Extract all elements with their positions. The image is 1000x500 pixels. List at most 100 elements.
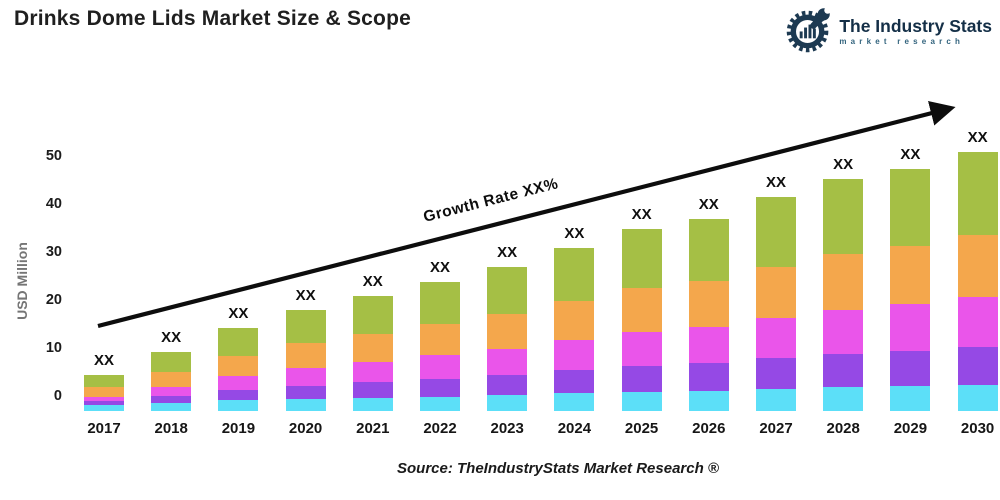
bar-2021 — [352, 296, 393, 411]
bar-segment-green — [420, 281, 460, 325]
bar-value-label: XX — [93, 351, 114, 369]
x-axis-tick-label: 2030 — [960, 420, 995, 437]
bar-segment-green — [688, 219, 729, 282]
x-axis-tick-label: 2022 — [423, 420, 457, 437]
bar-value-label: XX — [161, 328, 182, 346]
y-axis-tick-label: 50 — [45, 148, 62, 165]
y-axis-tick-label: 40 — [45, 196, 62, 213]
bar-segment-purple — [823, 353, 864, 387]
x-axis-tick-label: 2026 — [692, 420, 726, 437]
bar-segment-orange — [218, 355, 259, 377]
bar-segment-orange — [487, 313, 528, 349]
bar-segment-orange — [890, 246, 931, 305]
bar-segment-purple — [487, 375, 528, 396]
bar-2017 — [84, 374, 124, 411]
bar-segment-cyan — [285, 399, 326, 411]
y-axis-tick-label: 10 — [45, 340, 62, 357]
bar-value-label: XX — [564, 224, 585, 242]
bar-segment-purple — [218, 389, 259, 401]
x-axis-tick-label: 2029 — [893, 420, 928, 437]
bar-segment-green — [957, 151, 998, 236]
bar-segment-magenta — [688, 327, 729, 364]
bar-segment-green — [352, 296, 393, 334]
bar-segment-purple — [352, 382, 393, 398]
bar-segment-cyan — [621, 391, 662, 411]
bar-value-label: XX — [429, 258, 450, 276]
bar-segment-orange — [352, 333, 393, 363]
bar-2030 — [957, 151, 998, 411]
bar-segment-magenta — [756, 317, 796, 359]
bar-segment-orange — [823, 254, 864, 310]
bar-segment-cyan — [151, 402, 192, 411]
bar-2027 — [756, 197, 796, 411]
logo-name: The Industry Stats — [839, 16, 992, 37]
bar-2018 — [151, 351, 192, 411]
x-axis-tick-label: 2023 — [490, 420, 524, 437]
bar-segment-cyan — [823, 387, 864, 411]
bar-segment-magenta — [84, 396, 124, 402]
bar-value-label: XX — [362, 273, 383, 291]
bar-segment-purple — [151, 395, 192, 403]
bar-value-label: XX — [765, 174, 786, 192]
bar-segment-cyan — [756, 388, 796, 411]
bar-value-label: XX — [900, 145, 921, 163]
bar-segment-orange — [957, 235, 998, 298]
bar-segment-cyan — [554, 393, 595, 411]
bar-segment-cyan — [84, 405, 124, 411]
gear-wrench-barchart-icon — [785, 6, 832, 58]
bar-segment-magenta — [823, 309, 864, 354]
bar-segment-magenta — [151, 386, 192, 396]
bar-segment-cyan — [890, 386, 931, 411]
bar-segment-green — [621, 228, 662, 288]
bar-segment-green — [554, 247, 595, 301]
bar-segment-orange — [151, 371, 192, 387]
bar-2023 — [487, 267, 528, 411]
x-axis-tick-label: 2019 — [221, 420, 256, 437]
bar-segment-green — [487, 267, 528, 314]
bar-segment-green — [151, 351, 192, 372]
bar-segment-magenta — [621, 331, 662, 366]
bar-segment-purple — [688, 363, 729, 391]
bar-2025 — [621, 228, 662, 411]
bar-segment-cyan — [218, 400, 259, 411]
bar-segment-green — [218, 328, 259, 356]
bar-2026 — [688, 219, 729, 411]
bar-segment-magenta — [487, 348, 528, 376]
bar-segment-orange — [756, 266, 796, 318]
bar-2022 — [420, 281, 460, 411]
x-axis-tick-label: 2028 — [826, 420, 860, 437]
y-axis-tick-label: 30 — [45, 244, 62, 261]
bar-segment-purple — [756, 358, 796, 389]
bar-2020 — [285, 310, 326, 411]
bar-segment-cyan — [420, 396, 460, 411]
bar-segment-purple — [957, 347, 998, 385]
bar-segment-magenta — [554, 340, 595, 371]
bar-segment-orange — [621, 287, 662, 332]
x-axis-tick-label: 2027 — [759, 420, 793, 437]
bar-value-label: XX — [967, 128, 988, 146]
bar-segment-purple — [84, 401, 124, 406]
bar-segment-orange — [84, 387, 124, 397]
bar-2028 — [823, 179, 864, 411]
bar-segment-magenta — [890, 304, 931, 351]
y-axis-tick-label: 20 — [45, 292, 62, 309]
bar-segment-purple — [621, 365, 662, 392]
x-axis-tick-label: 2021 — [356, 420, 390, 437]
bar-segment-green — [285, 310, 326, 344]
bar-segment-cyan — [688, 390, 729, 411]
bar-segment-cyan — [352, 397, 393, 411]
x-axis-tick-label: 2017 — [87, 420, 121, 437]
bar-segment-magenta — [957, 297, 998, 348]
bar-segment-orange — [420, 324, 460, 356]
bar-segment-magenta — [218, 376, 259, 390]
bar-2024 — [554, 247, 595, 411]
bar-segment-green — [84, 374, 124, 388]
bar-value-label: XX — [833, 156, 854, 174]
bar-value-label: XX — [631, 205, 652, 223]
bar-segment-purple — [420, 378, 460, 397]
logo-tagline: market research — [839, 37, 965, 47]
bar-segment-cyan — [957, 384, 998, 411]
bar-2029 — [890, 168, 931, 411]
